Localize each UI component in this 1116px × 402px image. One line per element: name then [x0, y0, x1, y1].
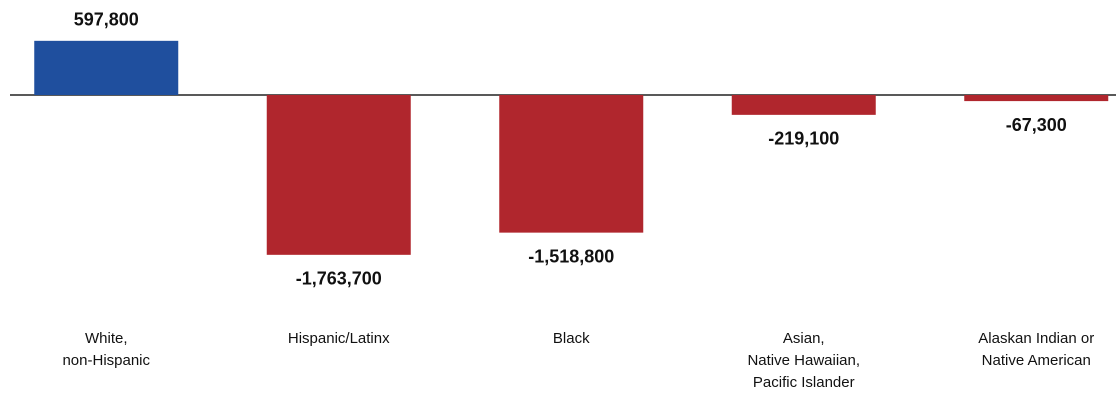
value-label: -219,100: [768, 129, 839, 149]
bar: [964, 95, 1109, 102]
value-label: 597,800: [74, 10, 139, 30]
x-tick-label: Asian,: [783, 330, 825, 347]
value-label: -67,300: [1006, 115, 1067, 135]
bar: [731, 95, 876, 115]
x-tick-label: Native Hawaiian,: [747, 352, 860, 369]
bar: [266, 95, 411, 255]
x-tick-label: non-Hispanic: [62, 352, 150, 369]
bar: [34, 40, 179, 95]
x-tick-label: Alaskan Indian or: [978, 330, 1094, 347]
x-tick-label: Native American: [982, 352, 1091, 369]
value-label: -1,518,800: [528, 246, 614, 266]
x-tick-label: Hispanic/Latinx: [288, 330, 390, 347]
value-label: -1,763,700: [296, 269, 382, 289]
x-tick-label: Pacific Islander: [753, 374, 855, 391]
bar: [499, 95, 644, 233]
x-tick-label: Black: [553, 330, 590, 347]
x-tick-label: White,: [85, 330, 128, 347]
